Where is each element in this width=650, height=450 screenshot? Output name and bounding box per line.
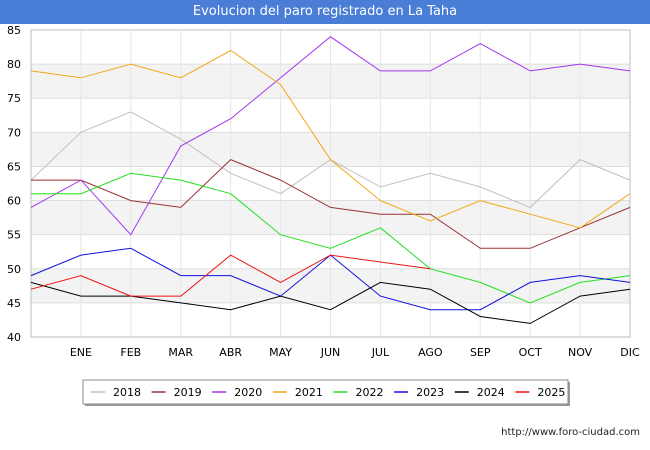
x-tick-label: OCT <box>519 346 542 359</box>
x-tick-label: ABR <box>219 346 242 359</box>
grid-lines <box>30 29 631 338</box>
x-tick-label: SEP <box>470 346 491 359</box>
y-tick-label: 50 <box>7 263 21 276</box>
x-tick-label: ENE <box>70 346 92 359</box>
legend-label-2025: 2025 <box>537 386 565 399</box>
plot-frame <box>30 29 631 338</box>
source-link[interactable]: http://www.foro-ciudad.com <box>501 427 640 438</box>
legend-label-2020: 2020 <box>234 386 262 399</box>
chart-title: Evolucion del paro registrado en La Taha <box>0 0 650 24</box>
x-tick-label: MAY <box>269 346 292 359</box>
series-line-2019 <box>31 159 631 249</box>
legend-label-2023: 2023 <box>416 386 444 399</box>
legend-label-2021: 2021 <box>295 386 323 399</box>
series-line-2025 <box>30 254 431 297</box>
x-tick-label: AGO <box>418 346 443 359</box>
x-tick-label: NOV <box>568 346 593 359</box>
x-tick-label: FEB <box>120 346 141 359</box>
y-tick-label: 60 <box>7 195 21 208</box>
legend-label-2024: 2024 <box>477 386 505 399</box>
legend-label-2019: 2019 <box>174 386 202 399</box>
legend-label-2018: 2018 <box>113 386 141 399</box>
y-tick-label: 85 <box>7 24 21 37</box>
y-tick-label: 65 <box>7 160 21 173</box>
series-line-2022 <box>31 172 631 304</box>
y-tick-label: 40 <box>7 331 21 344</box>
series-line-2021 <box>30 49 631 229</box>
x-tick-label: JUN <box>320 346 341 359</box>
legend-label-2022: 2022 <box>356 386 384 399</box>
x-tick-label: MAR <box>168 346 193 359</box>
legend: 2018 2019 2020 2021 2022 2023 2024 2025 <box>82 379 570 406</box>
y-tick-label: 80 <box>7 58 21 71</box>
series-line-2020 <box>30 36 631 236</box>
y-tick-label: 55 <box>7 229 21 242</box>
x-axis-labels: ENE FEB MAR ABR MAY JUN JUL AGO SEP OCT NOV DIC <box>70 346 640 359</box>
y-tick-label: 70 <box>7 126 21 139</box>
y-axis-labels: 40 45 50 55 60 65 70 75 80 85 <box>7 24 21 344</box>
series-lines <box>30 36 631 324</box>
x-tick-label: DIC <box>620 346 640 359</box>
x-tick-label: JUL <box>371 346 390 359</box>
y-tick-label: 75 <box>7 92 21 105</box>
y-tick-label: 45 <box>7 297 21 310</box>
